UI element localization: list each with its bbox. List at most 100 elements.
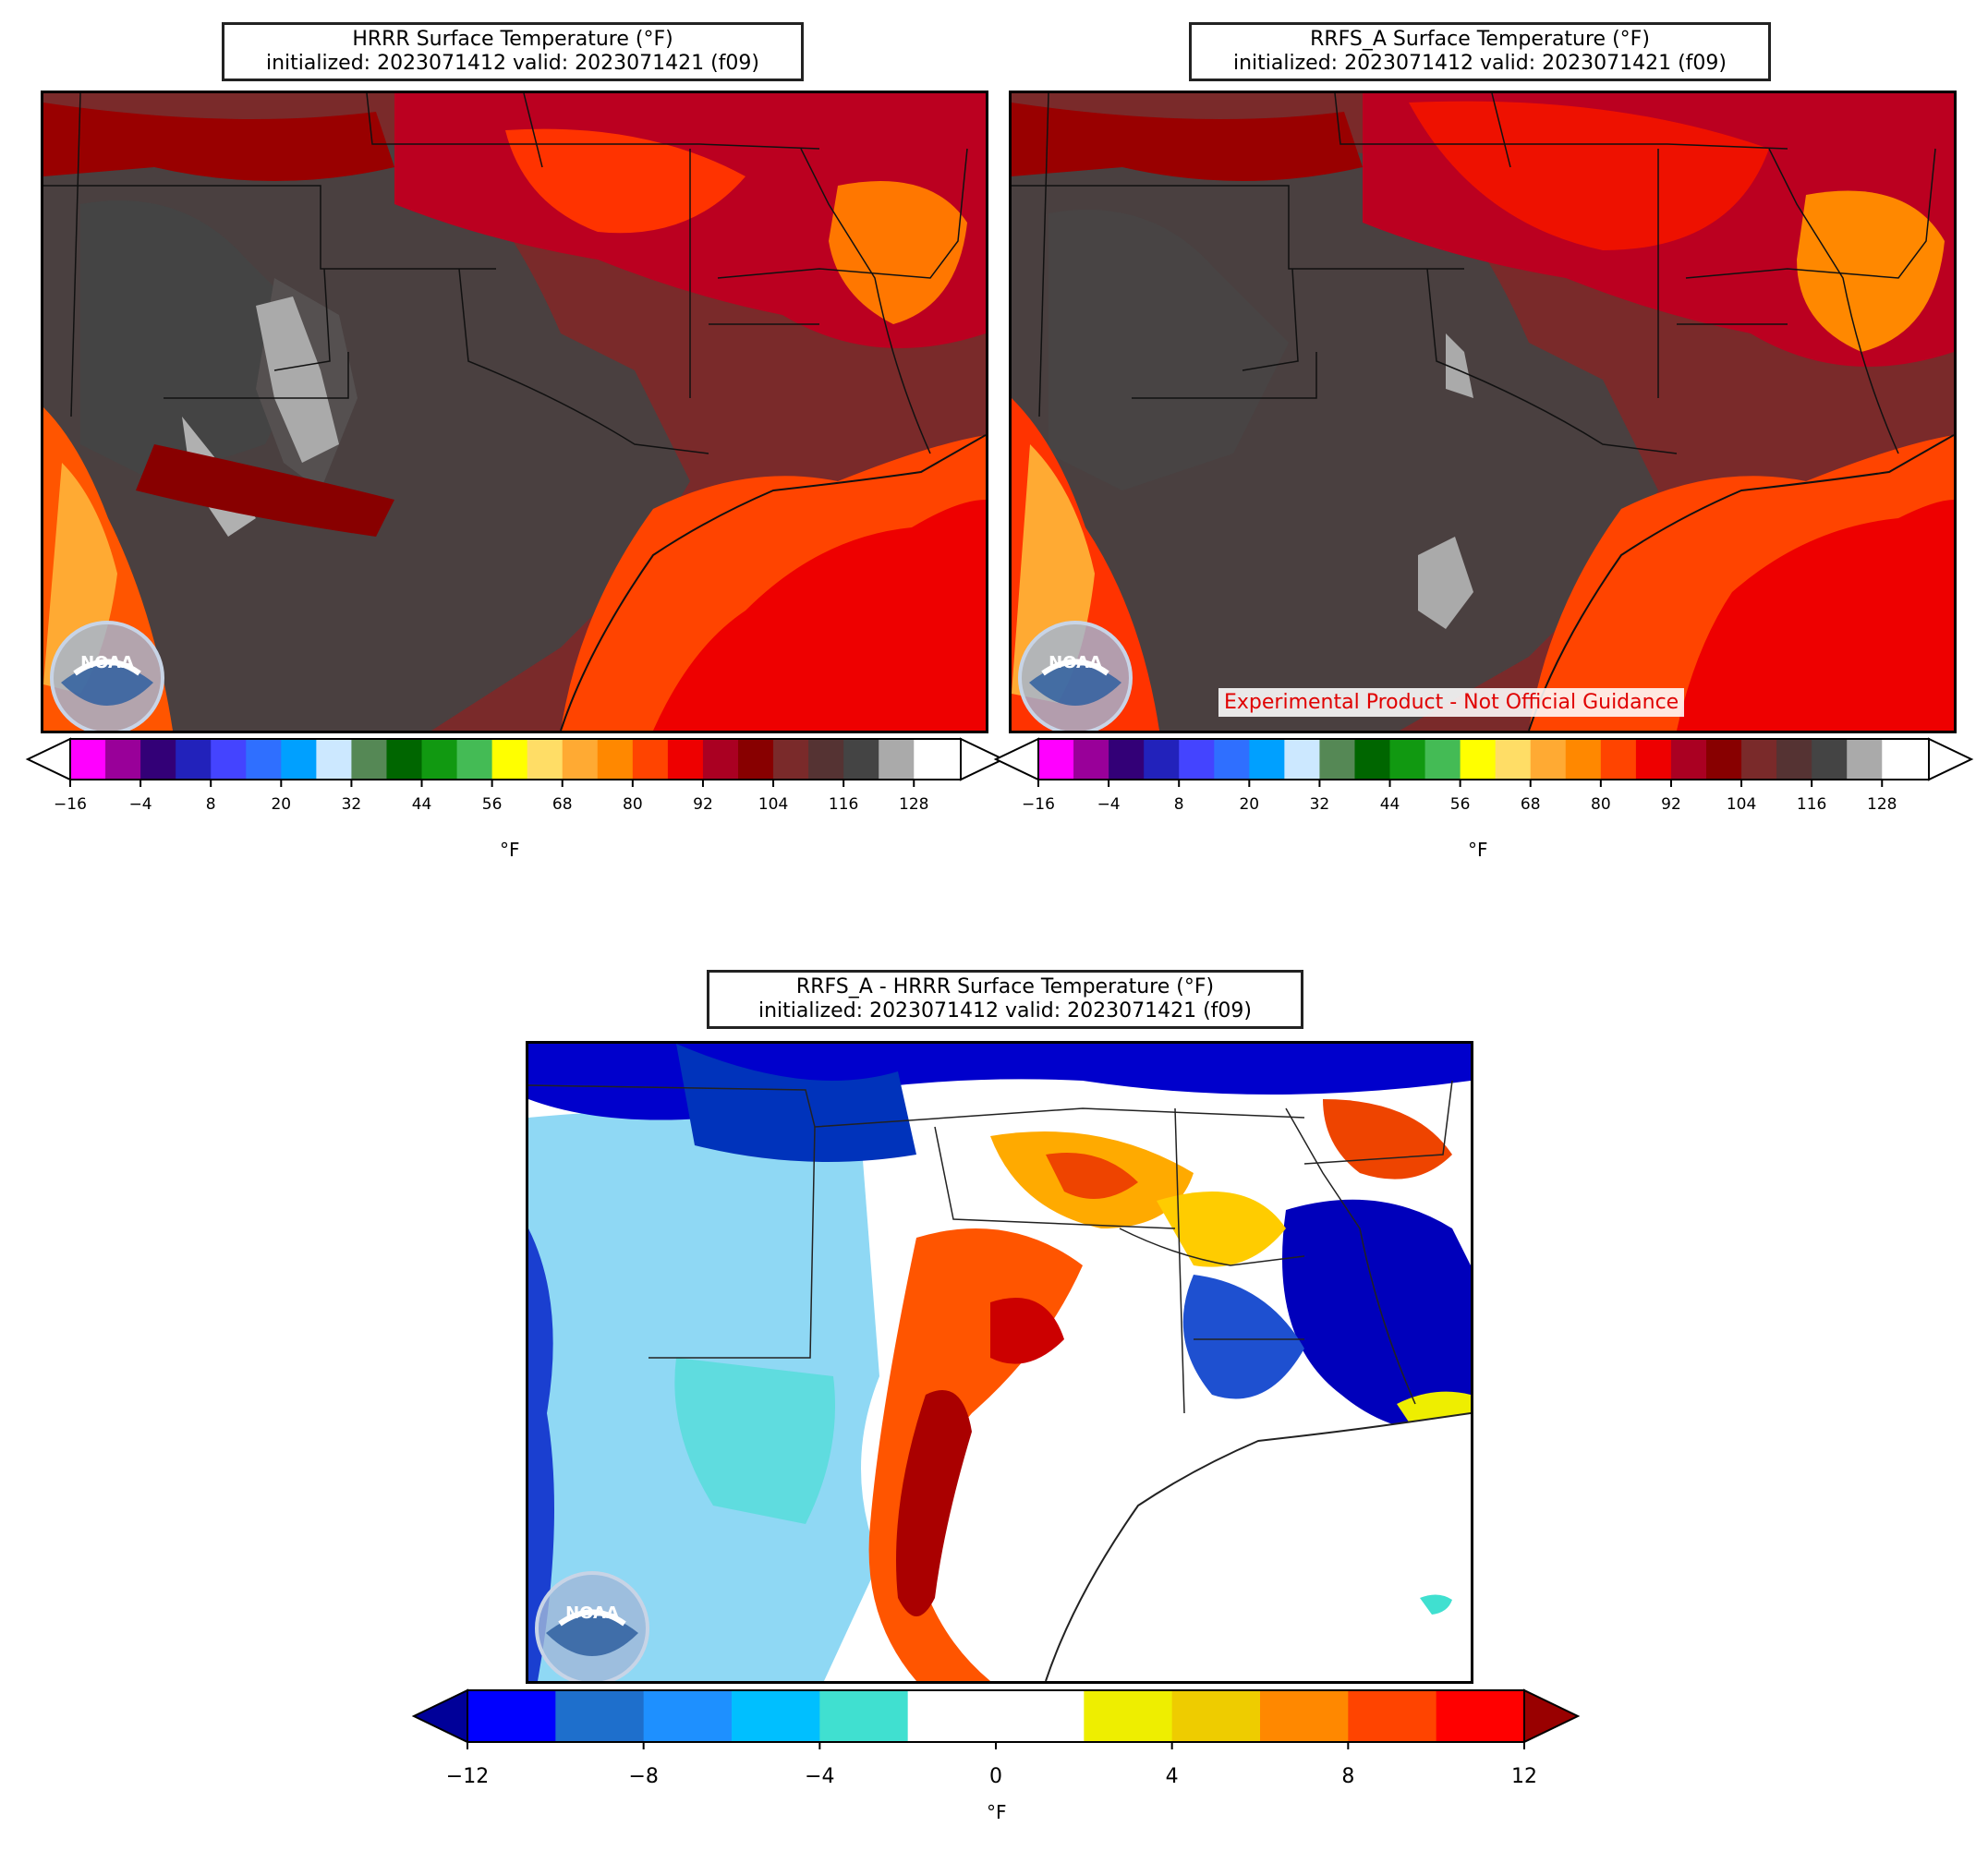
temp-colorbar-swatch [70,739,106,780]
temp-colorbar-outline [1037,738,1930,780]
rrfs-temperature-colorbar: −16 −4 8 20 32 44 56 68 80 92 104 116 128 [993,735,1974,846]
temp-colorbar-outline [69,738,962,780]
temp-colorbar-tick-label: 104 [758,795,788,814]
temp-colorbar-tick-label: −16 [54,795,87,814]
temp-colorbar-swatch [1847,739,1883,780]
rrfs-title: RRFS_A Surface Temperature (°F) initiali… [1189,22,1771,81]
temp-colorbar-swatch [1565,739,1602,780]
diff-colorbar-swatch [1171,1690,1261,1742]
temp-colorbar-tick-label: 92 [693,795,713,814]
temperature-colorbar-svg: −16 −4 8 20 32 44 56 68 80 92 104 116 128 [25,737,1006,814]
temp-colorbar-swatch [105,739,141,780]
temp-colorbar-swatch [491,739,528,780]
temp-colorbar-tick-label: 32 [1310,795,1330,814]
temp-colorbar-swatch [773,739,809,780]
temp-colorbar-swatch [1214,739,1250,780]
difference-colorbar-svg: −12 −8 −4 0 4 8 12 [411,1688,1581,1788]
diff-colorbar-swatch [467,1690,556,1742]
temp-colorbar-swatch [1460,739,1497,780]
noaa-logo: NOAA [532,1568,652,1681]
diff-colorbar-swatch [732,1690,820,1742]
hrrr-temperature-colorbar: −16 −4 8 20 32 44 56 68 80 92 104 116 128 [25,735,1006,846]
temp-colorbar-swatch [879,739,915,780]
difference-map-svg [528,1044,1471,1681]
temp-colorbar-swatch [738,739,774,780]
temp-colorbar-swatch [140,739,176,780]
temp-colorbar-swatch [246,739,282,780]
temp-colorbar-swatch [1776,739,1812,780]
temp-colorbar-swatch [1530,739,1567,780]
diff-title-line2: initialized: 2023071412 valid: 202307142… [758,999,1252,1022]
temp-colorbar-swatch [316,739,352,780]
hrrr-title-line1: HRRR Surface Temperature (°F) [352,28,673,51]
temp-colorbar-tick-label: 32 [342,795,362,814]
temp-colorbar-swatch [1073,739,1109,780]
experimental-disclaimer: Experimental Product - Not Official Guid… [1218,688,1685,717]
diff-colorbar-extend-over [1523,1688,1581,1744]
diff-colorbar-tick-label: −8 [628,1765,658,1788]
temp-colorbar-swatch [1179,739,1215,780]
temp-colorbar-swatch [1424,739,1461,780]
diff-colorbar-tick-label: 0 [989,1765,1002,1788]
temperature-colorbar-svg: −16 −4 8 20 32 44 56 68 80 92 104 116 128 [993,737,1974,814]
rrfs-temperature-map: NOAA Experimental Product - Not Official… [1009,91,1957,733]
temp-colorbar-tick-label: 44 [1380,795,1400,814]
temp-colorbar-swatch [386,739,423,780]
hrrr-title-line2: initialized: 2023071412 valid: 202307142… [266,52,759,75]
temp-colorbar-tick-label: 8 [1174,795,1184,814]
temp-colorbar-extend-under [25,737,71,781]
temp-colorbar-swatch [1706,739,1742,780]
difference-colorbar-unit: °F [987,1801,1007,1823]
temp-colorbar-tick-label: 92 [1661,795,1681,814]
temp-colorbar-swatch [808,739,844,780]
temp-colorbar-swatch [1495,739,1532,780]
temp-colorbar-swatch [1600,739,1637,780]
diff-colorbar-tick-label: 12 [1511,1765,1537,1788]
temp-colorbar-swatch [1389,739,1426,780]
temp-colorbar-swatch [351,739,387,780]
temp-colorbar-swatch [281,739,317,780]
diff-colorbar-swatch [996,1690,1085,1742]
temp-colorbar-swatch [667,739,704,780]
temp-colorbar-swatch [1144,739,1180,780]
diff-colorbar-swatch [1436,1690,1525,1742]
difference-colorbar: −12 −8 −4 0 4 8 12 [411,1687,1585,1797]
hrrr-map-svg [43,93,986,731]
temp-colorbar-tick-label: 56 [1450,795,1471,814]
diff-colorbar-swatch [907,1690,997,1742]
temp-colorbar-tick-label: 116 [829,795,858,814]
temp-colorbar-tick-label: 68 [1521,795,1541,814]
noaa-logo: NOAA [1015,618,1135,731]
hrrr-colorbar-unit: °F [500,839,520,861]
temp-colorbar-swatch [1038,739,1074,780]
diff-colorbar-swatch [643,1690,733,1742]
noaa-logo: NOAA [47,618,167,731]
temp-colorbar-tick-label: 104 [1727,795,1756,814]
svg-text:NOAA: NOAA [565,1603,619,1623]
temp-colorbar-swatch [176,739,212,780]
svg-text:NOAA: NOAA [1049,653,1102,672]
rrfs-colorbar-unit: °F [1468,839,1488,861]
temp-colorbar-swatch [1249,739,1285,780]
diff-colorbar-tick-label: −4 [805,1765,834,1788]
diff-colorbar-tick-label: 4 [1166,1765,1179,1788]
rrfs-title-line1: RRFS_A Surface Temperature (°F) [1310,28,1650,51]
temp-colorbar-swatch [597,739,634,780]
temp-colorbar-swatch [421,739,458,780]
temp-colorbar-swatch [211,739,247,780]
temp-colorbar-swatch [914,739,950,780]
temp-colorbar-tick-label: 20 [271,795,291,814]
temp-colorbar-tick-label: −4 [1097,795,1121,814]
temp-colorbar-tick-label: 44 [412,795,432,814]
temp-colorbar-tick-label: −16 [1022,795,1055,814]
svg-text:NOAA: NOAA [80,653,134,672]
temp-colorbar-swatch [702,739,739,780]
temp-colorbar-swatch [632,739,669,780]
temp-colorbar-swatch [527,739,564,780]
temp-colorbar-swatch [1319,739,1355,780]
temp-colorbar-swatch [456,739,493,780]
temp-colorbar-tick-label: 128 [1867,795,1897,814]
diff-title-line1: RRFS_A - HRRR Surface Temperature (°F) [795,975,1215,998]
diff-colorbar-swatch [555,1690,645,1742]
rrfs-map-svg [1012,93,1954,731]
